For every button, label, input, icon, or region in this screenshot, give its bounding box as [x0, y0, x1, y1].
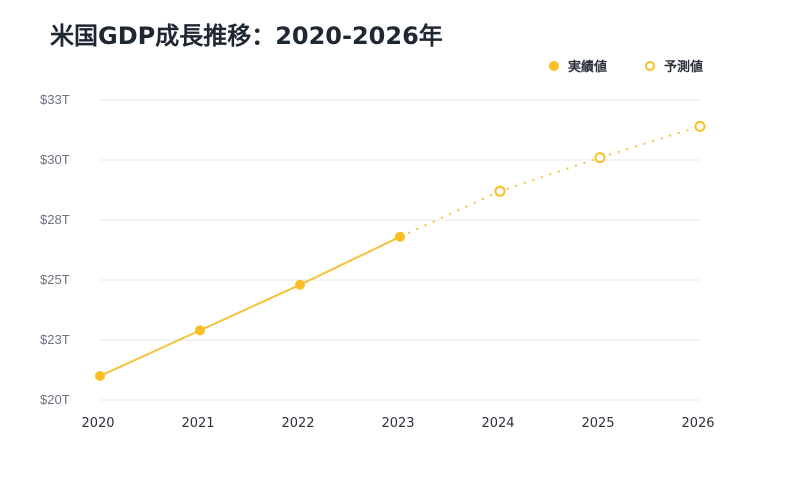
forecast-point[interactable]	[494, 185, 506, 197]
x-tick-label: 2021	[181, 416, 214, 431]
filled-circle-icon	[549, 60, 559, 71]
legend-item-actual[interactable]: 実績値	[549, 56, 607, 75]
y-tick-label: $28T	[40, 212, 70, 227]
y-axis: $20T $23T $25T $28T $30T $33T	[40, 92, 70, 407]
actual-point[interactable]	[95, 371, 105, 381]
legend-label-forecast: 予測値	[664, 60, 704, 75]
x-tick-label: 2022	[281, 416, 314, 431]
y-tick-label: $25T	[40, 272, 70, 287]
forecast-point[interactable]	[594, 152, 606, 164]
x-tick-label: 2020	[81, 416, 114, 431]
gridlines	[100, 99, 700, 401]
x-tick-label: 2023	[381, 416, 414, 431]
actual-point[interactable]	[195, 325, 205, 336]
legend: 実績値 予測値	[549, 56, 703, 75]
forecast-point[interactable]	[694, 120, 706, 132]
actual-point[interactable]	[395, 231, 405, 242]
legend-item-forecast[interactable]: 予測値	[645, 56, 703, 75]
hollow-circle-icon	[645, 60, 656, 71]
chart-title: 米国GDP成長推移：2020-2026年	[50, 22, 443, 50]
x-tick-label: 2025	[581, 416, 614, 431]
y-tick-label: $20T	[40, 392, 70, 407]
data-points	[95, 120, 706, 381]
x-tick-label: 2024	[481, 416, 514, 431]
actual-point[interactable]	[295, 279, 305, 290]
actual-line	[99, 235, 401, 377]
x-axis: 2020 2021 2022 2023 2024 2025 2026	[81, 416, 714, 431]
y-tick-label: $33T	[40, 92, 70, 107]
legend-label-actual: 実績値	[568, 60, 608, 75]
series-lines	[99, 125, 701, 377]
forecast-line	[399, 125, 701, 238]
x-tick-label: 2026	[681, 416, 714, 431]
y-tick-label: $23T	[40, 332, 70, 347]
y-tick-label: $30T	[40, 152, 70, 167]
